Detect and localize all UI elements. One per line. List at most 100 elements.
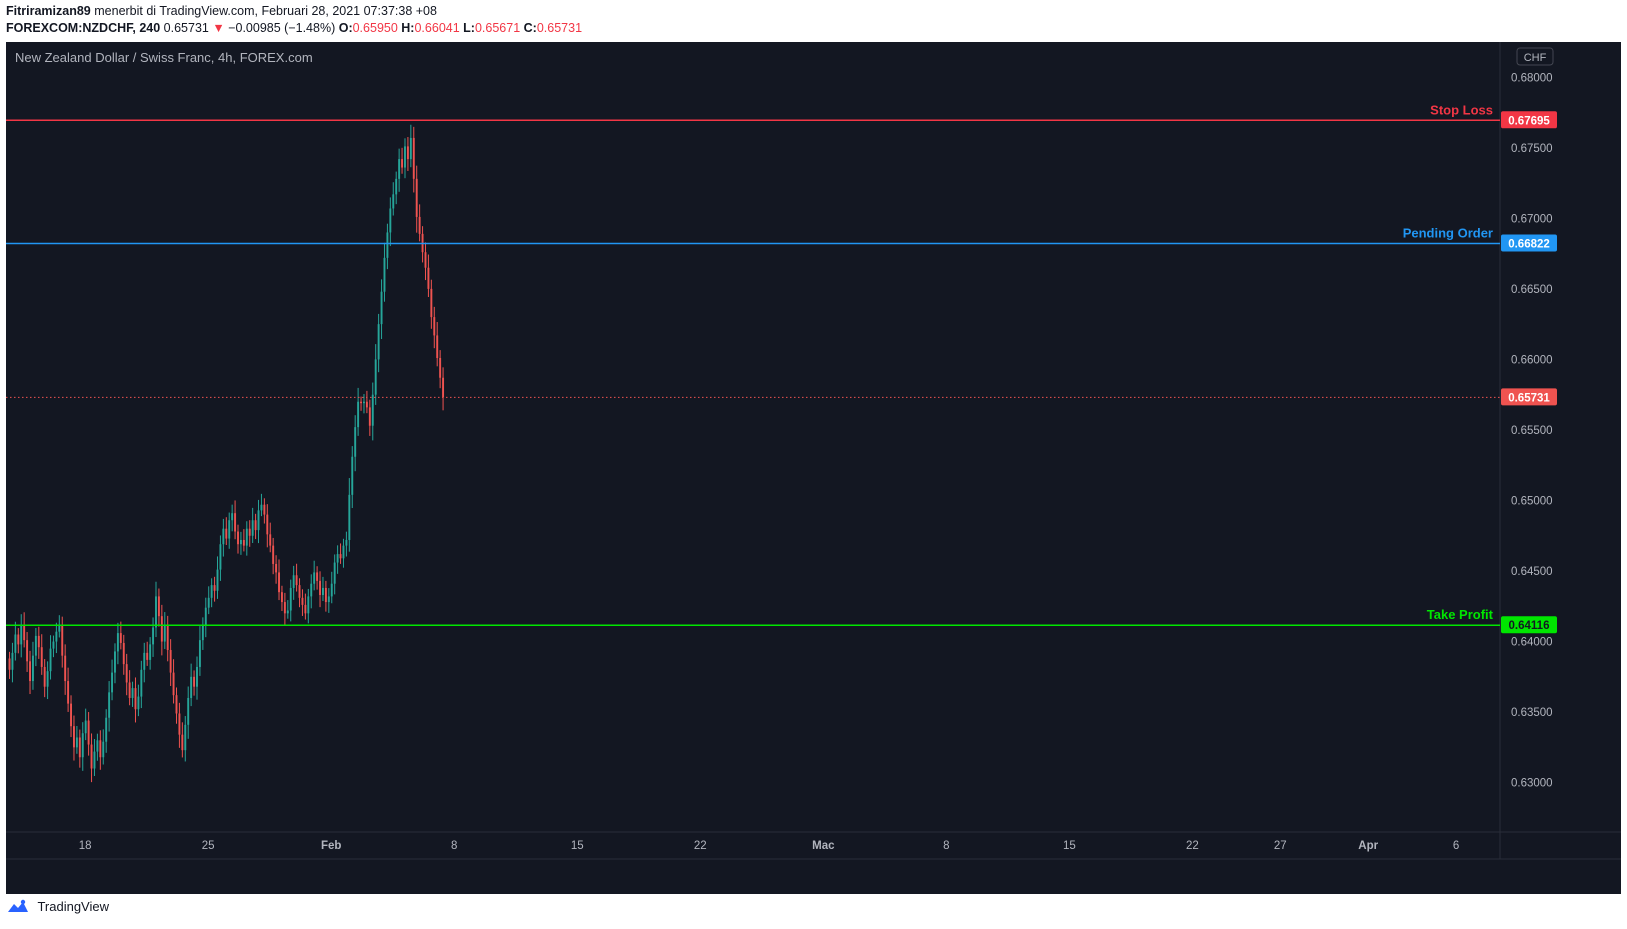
candle-body <box>351 456 354 495</box>
candle-body <box>128 682 131 698</box>
candle-body <box>222 528 225 545</box>
y-tick-label: 0.63500 <box>1511 707 1553 719</box>
y-tick-label: 0.67000 <box>1511 213 1553 225</box>
last-price-price-value: 0.65731 <box>1508 392 1550 404</box>
candle-body <box>386 232 389 258</box>
y-tick-label: 0.65500 <box>1511 425 1553 437</box>
candle-body <box>157 596 160 617</box>
chart-background <box>6 42 1621 894</box>
candle-body <box>254 520 257 531</box>
x-tick-label: Mac <box>812 840 835 852</box>
low-label: L: <box>463 21 475 35</box>
currency-badge[interactable]: CHF <box>1516 47 1554 66</box>
candle-body <box>72 726 75 748</box>
candle-body <box>242 539 245 546</box>
candle-body <box>286 610 289 614</box>
candle-body <box>207 597 210 608</box>
candle-body <box>125 664 128 683</box>
candle-body <box>316 572 319 581</box>
candle-body <box>433 317 436 336</box>
candle-body <box>29 661 31 682</box>
candle-body <box>439 358 442 378</box>
chart-panel[interactable]: New Zealand Dollar / Swiss Franc, 4h, FO… <box>6 42 1621 894</box>
candle-body <box>275 563 278 573</box>
x-tick-label: 22 <box>694 840 707 852</box>
x-tick-label: 25 <box>202 840 215 852</box>
publisher-user[interactable]: Fitriramizan89 <box>6 4 91 18</box>
candle-body <box>17 634 20 645</box>
x-tick-label: 18 <box>79 840 92 852</box>
candle-body <box>310 583 313 597</box>
candle-body <box>196 666 198 687</box>
candle-body <box>330 583 333 597</box>
chart-title: New Zealand Dollar / Swiss Franc, 4h, FO… <box>15 50 313 65</box>
candle-body <box>122 642 125 665</box>
candle-body <box>260 504 263 511</box>
currency-badge-label: CHF <box>1524 52 1547 64</box>
candle-body <box>398 159 401 179</box>
candle-body <box>137 696 140 710</box>
candle-body <box>257 510 260 531</box>
candle-body <box>404 146 406 168</box>
y-tick-label: 0.64500 <box>1511 566 1553 578</box>
candle-body <box>225 528 228 539</box>
candle-body <box>278 572 280 593</box>
candle-body <box>43 666 46 687</box>
x-tick-label: 15 <box>1063 840 1076 852</box>
candle-body <box>295 575 298 586</box>
candle-body <box>198 640 201 667</box>
price-chart[interactable]: New Zealand Dollar / Swiss Franc, 4h, FO… <box>6 42 1621 894</box>
candle-body <box>111 672 114 693</box>
candle-body <box>374 359 377 395</box>
change-value: −0.00985 (−1.48%) <box>228 21 336 35</box>
high-label: H: <box>401 21 415 35</box>
candle-body <box>415 178 418 217</box>
candle-body <box>84 720 87 734</box>
candle-body <box>210 585 213 598</box>
candle-body <box>283 602 286 614</box>
candle-body <box>102 741 105 758</box>
candle-body <box>363 401 365 404</box>
candle-body <box>348 494 351 540</box>
candle-body <box>377 324 380 360</box>
candle-body <box>301 597 304 605</box>
candle-body <box>442 377 445 398</box>
y-tick-label: 0.65000 <box>1511 495 1553 507</box>
candle-body <box>105 717 108 742</box>
candle-body <box>37 635 40 648</box>
candle-body <box>201 624 204 641</box>
candle-body <box>380 291 383 325</box>
take-profit-label: Take Profit <box>1427 607 1494 622</box>
publisher-info: menerbit di TradingView.com, Februari 28… <box>94 4 437 18</box>
candle-body <box>34 635 37 656</box>
candle-body <box>61 626 64 656</box>
candle-body <box>78 737 81 758</box>
candle-body <box>430 288 433 318</box>
tradingview-brand[interactable]: TradingView <box>6 898 306 924</box>
candle-body <box>324 587 327 603</box>
candle-body <box>383 257 386 292</box>
candle-body <box>193 676 196 687</box>
candle-body <box>55 631 58 642</box>
x-tick-label: 22 <box>1186 840 1199 852</box>
candle-body <box>140 669 143 697</box>
candle-body <box>263 504 266 515</box>
candle-body <box>289 587 292 611</box>
open-value: 0.65950 <box>352 21 398 35</box>
candle-body <box>14 634 17 653</box>
low-value: 0.65671 <box>474 21 521 35</box>
y-tick-label: 0.66500 <box>1511 284 1553 296</box>
candle-body <box>119 633 122 643</box>
candle-body <box>216 569 219 591</box>
pending-order-price-tag <box>1501 234 1557 252</box>
candle-body <box>52 641 55 649</box>
candle-body <box>228 520 231 539</box>
candle-body <box>67 681 70 704</box>
candle-body <box>231 513 234 521</box>
candle-body <box>40 647 43 667</box>
candle-body <box>70 703 72 727</box>
x-tick-label: 8 <box>451 840 457 852</box>
candle-body <box>424 252 427 268</box>
candle-body <box>272 545 275 564</box>
candle-body <box>392 194 395 209</box>
